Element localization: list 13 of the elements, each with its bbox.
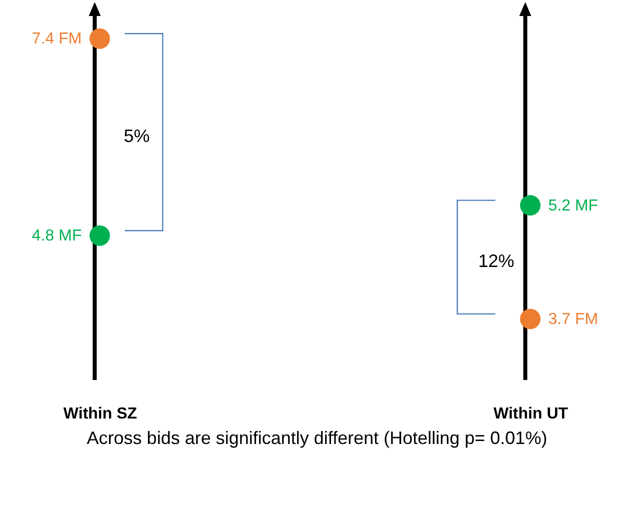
data-label: 7.4 FM [32,30,82,48]
point [520,195,541,216]
data-label: 3.7 FM [548,310,598,328]
text: Across bids are significantly different (Hotelling p= 0.01%) [86,428,548,449]
annotation: 12% [478,251,514,272]
x-tick-label: Within UT [494,406,568,422]
data-label: 4.8 MF [32,228,82,245]
x-tick-label: Within SZ [63,406,138,422]
point [520,308,541,330]
point [89,225,110,246]
annotation: 5% [124,126,150,146]
point [89,28,110,49]
data-label: 5.2 MF [548,197,598,214]
